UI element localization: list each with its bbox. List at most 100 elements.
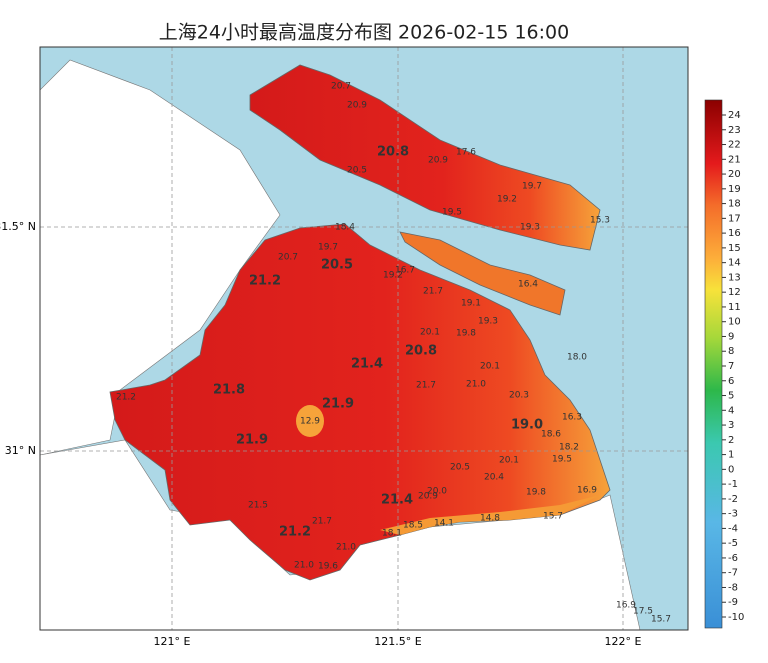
- colorbar-label: 16: [728, 228, 741, 239]
- colorbar-ticks: 2423222120191817161514131211109876543210…: [722, 110, 744, 623]
- colorbar-label: 11: [728, 302, 741, 313]
- lon-label: 121° E: [154, 635, 191, 648]
- station-value: 16.3: [562, 413, 582, 423]
- colorbar-label: 21: [728, 154, 741, 165]
- colorbar-label: 4: [728, 405, 734, 416]
- station-value: 18.0: [567, 353, 587, 363]
- station-value: 19.5: [552, 455, 572, 465]
- map-area: 20.8 20.5 21.2 20.8 21.4 21.8 21.9 21.9 19.0 21.4…: [40, 47, 688, 630]
- station-value: 21.8: [213, 383, 245, 398]
- station-value: 20.9: [428, 156, 448, 166]
- station-value: 19.3: [478, 317, 498, 327]
- colorbar-label: -6: [728, 553, 738, 564]
- colorbar-label: 24: [728, 110, 741, 121]
- map-title: 上海24小时最高温度分布图 2026-02-15 16:00: [159, 22, 569, 44]
- station-value: 17.5: [633, 607, 653, 617]
- station-value: 18.5: [403, 521, 423, 531]
- colorbar-label: -9: [728, 597, 738, 608]
- station-value: 15.7: [651, 615, 671, 625]
- shanghai-mainland: [109, 223, 611, 581]
- colorbar-label: 18: [728, 199, 741, 210]
- station-value: 14.8: [480, 514, 500, 524]
- station-value: 18.2: [559, 443, 579, 453]
- station-value: 21.7: [312, 517, 332, 527]
- station-value: 12.9: [300, 417, 320, 427]
- colorbar-label: -10: [728, 612, 744, 623]
- colorbar-label: 3: [728, 420, 734, 431]
- station-value: 20.8: [405, 344, 437, 359]
- station-value: 19.3: [520, 223, 540, 233]
- station-value: 21.4: [381, 493, 413, 508]
- lat-label: 31.5° N: [0, 220, 36, 233]
- colorbar-label: 8: [728, 346, 734, 357]
- station-value: 19.5: [442, 208, 462, 218]
- station-value: 21.4: [351, 357, 383, 372]
- station-value: 16.4: [518, 280, 538, 290]
- station-value: 14.1: [434, 519, 454, 529]
- lon-label: 121.5° E: [374, 635, 421, 648]
- station-value: 21.5: [248, 501, 268, 511]
- colorbar-label: -8: [728, 582, 738, 593]
- station-value: 21.2: [249, 274, 281, 289]
- station-value: 15.3: [590, 216, 610, 226]
- station-value: 20.3: [509, 391, 529, 401]
- station-value: 19.2: [497, 195, 517, 205]
- station-value: 19.8: [526, 488, 546, 498]
- station-value: 18.4: [335, 223, 355, 233]
- colorbar-label: 1: [728, 450, 734, 461]
- colorbar: [704, 99, 723, 629]
- station-value: 20.7: [331, 82, 351, 92]
- colorbar-label: 10: [728, 317, 741, 328]
- colorbar-label: -7: [728, 568, 738, 579]
- station-value: 21.9: [236, 433, 268, 448]
- station-value: 19.6: [318, 562, 338, 572]
- station-value: 20.9: [418, 492, 438, 502]
- station-value: 20.5: [321, 258, 353, 273]
- graticule: [40, 47, 688, 630]
- station-value: 18.1: [382, 529, 402, 539]
- colorbar-label: 7: [728, 361, 734, 372]
- station-value: 19.0: [511, 418, 543, 433]
- colorbar-label: 19: [728, 184, 741, 195]
- colorbar-label: 6: [728, 376, 734, 387]
- station-value: 19.1: [461, 299, 481, 309]
- colorbar-label: -2: [728, 494, 738, 505]
- colorbar-label: 15: [728, 243, 741, 254]
- colorbar-label: -5: [728, 538, 738, 549]
- station-value: 21.0: [336, 543, 356, 553]
- station-value: 19.7: [522, 182, 542, 192]
- chongming-island: [249, 64, 601, 251]
- station-labels: 20.8 20.5 21.2 20.8 21.4 21.8 21.9 21.9 19.0 21.4…: [116, 82, 671, 625]
- station-value: 19.7: [318, 243, 338, 253]
- station-value: 20.5: [450, 463, 470, 473]
- station-value: 18.6: [541, 430, 561, 440]
- station-value: 20.0: [427, 487, 447, 497]
- station-value: 16.9: [577, 486, 597, 496]
- station-value: 21.0: [466, 380, 486, 390]
- cool-patch: [296, 405, 324, 437]
- station-value: 15.7: [543, 512, 563, 522]
- station-value: 20.5: [347, 166, 367, 176]
- lat-label: 31° N: [5, 444, 36, 457]
- station-value: 20.4: [484, 473, 504, 483]
- colorbar-label: 5: [728, 391, 734, 402]
- coastal-band: [380, 495, 600, 535]
- colorbar-label: -3: [728, 509, 738, 520]
- station-value: 21.2: [279, 525, 311, 540]
- station-value: 21.7: [416, 381, 436, 391]
- station-value: 21.9: [322, 397, 354, 412]
- map-frame: [39, 46, 689, 631]
- station-value: 16.9: [616, 601, 636, 611]
- station-value: 20.8: [377, 145, 409, 160]
- colorbar-label: 9: [728, 331, 734, 342]
- colorbar-label: -1: [728, 479, 738, 490]
- changxing-island: [399, 231, 566, 316]
- station-value: 21.0: [294, 561, 314, 571]
- station-value: 20.7: [278, 253, 298, 263]
- colorbar-label: 2: [728, 435, 734, 446]
- station-value: 19.2: [383, 271, 403, 281]
- station-value: 21.7: [423, 287, 443, 297]
- station-value: 20.9: [347, 101, 367, 111]
- station-value: 21.2: [116, 393, 136, 403]
